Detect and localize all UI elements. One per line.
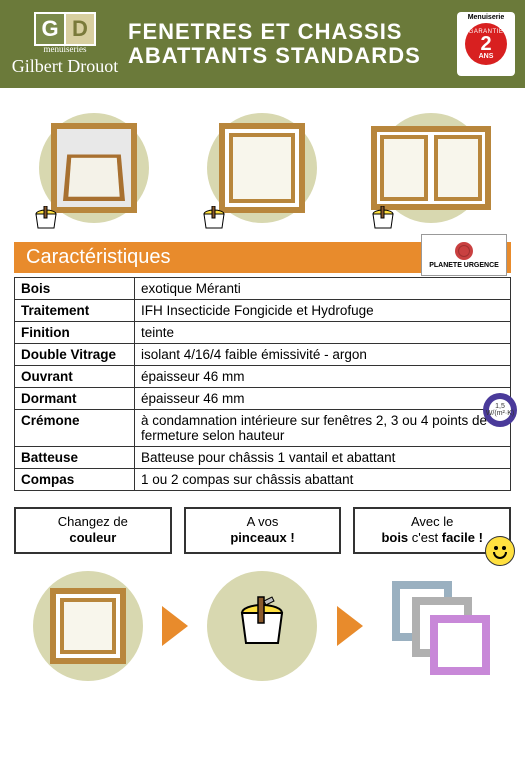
spec-label: Dormant xyxy=(15,388,135,410)
table-row: Crémoneà condamnation intérieure sur fen… xyxy=(15,410,511,447)
spec-value: teinte xyxy=(135,322,511,344)
callout-color: Changez de couleur xyxy=(14,507,172,554)
product-single-window xyxy=(187,108,337,228)
spec-value: IFH Insecticide Fongicide et Hydrofuge xyxy=(135,300,511,322)
after-samples xyxy=(363,566,511,686)
double-window-icon xyxy=(371,126,491,210)
smiley-icon xyxy=(485,536,515,566)
spec-label: Batteuse xyxy=(15,447,135,469)
paint-bucket-large-icon xyxy=(234,595,290,656)
spec-label: Ouvrant xyxy=(15,366,135,388)
spec-label: Compas xyxy=(15,469,135,491)
callout-wood: Avec le bois c'est facile ! xyxy=(353,507,511,554)
logo-subtitle: menuiseries xyxy=(44,44,87,54)
specs-table-wrapper: Boisexotique MérantiTraitementIFH Insect… xyxy=(0,277,525,491)
warranty-badge: Menuiserie GARANTIE 2 ANS xyxy=(457,12,515,76)
spec-label: Finition xyxy=(15,322,135,344)
spec-value: 1 ou 2 compas sur châssis abattant xyxy=(135,469,511,491)
spec-value: épaisseur 46 mm xyxy=(135,388,511,410)
page-header: G D menuiseries Gilbert Drouot FENETRES … xyxy=(0,0,525,88)
product-thumbnails xyxy=(0,88,525,242)
page-title: FENETRES ET CHASSIS ABATTANTS STANDARDS xyxy=(128,20,449,68)
spec-label: Traitement xyxy=(15,300,135,322)
spec-label: Crémone xyxy=(15,410,135,447)
table-row: TraitementIFH Insecticide Fongicide et H… xyxy=(15,300,511,322)
process-illustration xyxy=(0,558,525,686)
warranty-seal-icon: GARANTIE 2 ANS xyxy=(465,23,507,65)
tilt-window-icon xyxy=(51,123,137,213)
callout-row: Changez de couleur A vos pinceaux ! Avec… xyxy=(14,507,511,554)
spec-value: isolant 4/16/4 faible émissivité - argon xyxy=(135,344,511,366)
paint-bucket-icon xyxy=(33,206,59,232)
table-row: Finitionteinte xyxy=(15,322,511,344)
specs-table: Boisexotique MérantiTraitementIFH Insect… xyxy=(14,277,511,491)
table-row: Compas1 ou 2 compas sur châssis abattant xyxy=(15,469,511,491)
tree-icon xyxy=(455,242,473,260)
color-samples-icon xyxy=(392,581,482,671)
spec-value: Batteuse pour châssis 1 vantail et abatt… xyxy=(135,447,511,469)
window-icon xyxy=(50,588,126,664)
spec-value: à condamnation intérieure sur fenêtres 2… xyxy=(135,410,511,447)
product-tilt-window xyxy=(19,108,169,228)
table-row: Dormantépaisseur 46 mm xyxy=(15,388,511,410)
spec-value: exotique Méranti xyxy=(135,278,511,300)
table-row: BatteuseBatteuse pour châssis 1 vantail … xyxy=(15,447,511,469)
thermal-badge-icon: 1,5 W/(m²·K) xyxy=(483,393,517,427)
spec-label: Double Vitrage xyxy=(15,344,135,366)
spec-value: épaisseur 46 mm xyxy=(135,366,511,388)
arrow-right-icon xyxy=(337,606,363,646)
paint-bucket-icon xyxy=(201,206,227,232)
characteristics-header: Caractéristiques PLANETE URGENCE xyxy=(14,242,511,273)
table-row: Double Vitrageisolant 4/16/4 faible émis… xyxy=(15,344,511,366)
table-row: Ouvrantépaisseur 46 mm xyxy=(15,366,511,388)
brand-logo: G D menuiseries Gilbert Drouot xyxy=(10,6,120,82)
table-row: Boisexotique Méranti xyxy=(15,278,511,300)
before-window xyxy=(14,566,162,686)
single-window-icon xyxy=(219,123,305,213)
arrow-right-icon xyxy=(162,606,188,646)
planete-urgence-badge: PLANETE URGENCE xyxy=(421,234,507,276)
paint-bucket-icon xyxy=(370,206,396,232)
logo-brand-name: Gilbert Drouot xyxy=(12,56,118,77)
product-double-window xyxy=(356,108,506,228)
callout-brushes: A vos pinceaux ! xyxy=(184,507,342,554)
paint-step xyxy=(188,566,336,686)
spec-label: Bois xyxy=(15,278,135,300)
logo-gd-icon: G D xyxy=(34,12,96,46)
